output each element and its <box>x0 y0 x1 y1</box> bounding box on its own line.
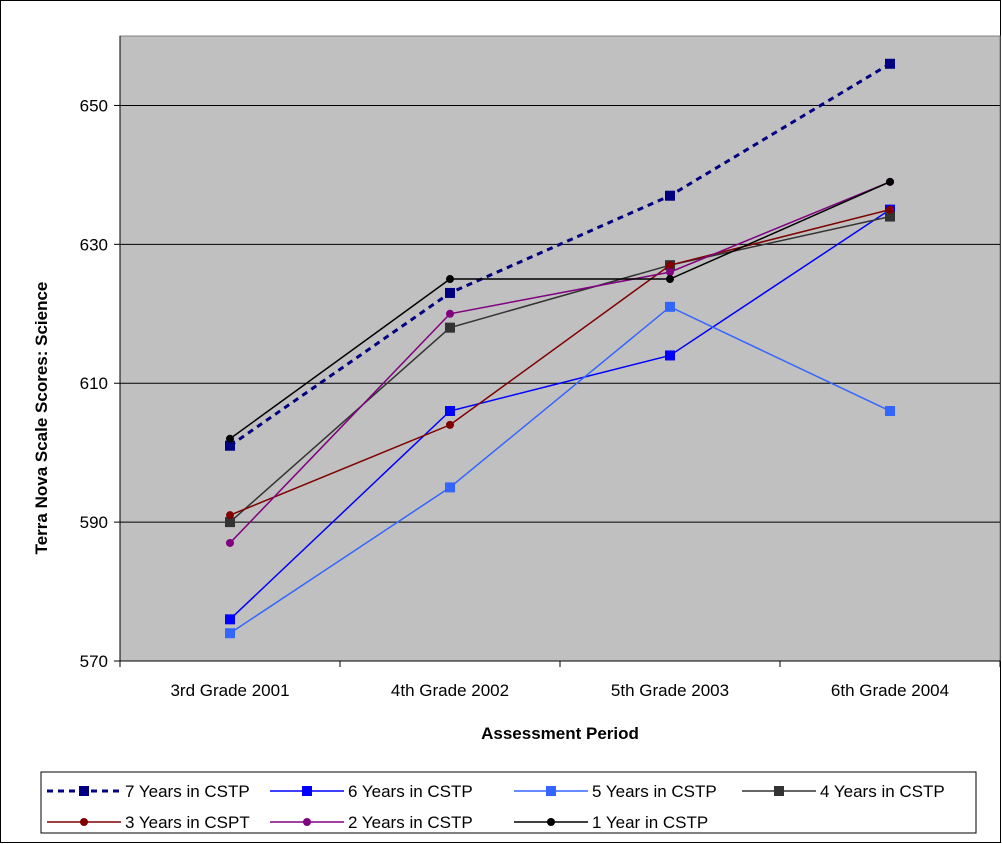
data-point <box>445 482 455 493</box>
series-3 <box>225 301 895 639</box>
legend-marker <box>546 786 556 796</box>
legend-label: 5 Years in CSTP <box>592 782 717 801</box>
y-tick-label: 570 <box>80 652 108 671</box>
legend-marker <box>79 786 89 796</box>
legend-item: 6 Years in CSTP <box>270 782 473 801</box>
data-point <box>886 205 894 214</box>
legend-item: 5 Years in CSTP <box>514 782 717 801</box>
legend-label: 3 Years in CSPT <box>125 813 250 832</box>
data-point <box>446 420 454 429</box>
data-point <box>885 406 895 416</box>
x-tick-label: 4th Grade 2002 <box>391 681 509 700</box>
series-line <box>229 215 891 523</box>
legend-item: 7 Years in CSTP <box>47 782 250 801</box>
legend-marker <box>303 818 311 826</box>
legend-label: 2 Years in CSTP <box>348 813 473 832</box>
x-tick-label: 6th Grade 2004 <box>831 681 949 700</box>
legend-marker <box>302 786 312 796</box>
data-point <box>666 275 674 284</box>
axes: 570 590 610 630 650 3rd Grade 2001 4th Grade 2… <box>80 36 1001 700</box>
data-point <box>226 511 234 520</box>
data-point <box>225 628 235 639</box>
legend-box <box>40 771 977 834</box>
series-line <box>229 181 891 440</box>
data-point <box>886 177 894 186</box>
legend-item: 2 Years in CSTP <box>270 813 473 832</box>
x-tick-label: 3rd Grade 2001 <box>170 681 289 700</box>
data-point <box>446 309 454 318</box>
x-axis-title: Assessment Period <box>481 724 639 743</box>
plot-area <box>119 35 1001 662</box>
x-tick-label: 5th Grade 2003 <box>611 681 729 700</box>
y-tick-label: 630 <box>80 235 108 254</box>
legend-label: 4 Years in CSTP <box>820 782 945 801</box>
y-axis-title: Terra Nova Scale Scores: Science <box>32 282 51 555</box>
y-tick-label: 610 <box>80 374 108 393</box>
series-1 <box>225 58 895 451</box>
legend-marker <box>547 818 555 826</box>
data-point <box>445 287 455 298</box>
legend-marker <box>774 786 784 796</box>
data-point <box>225 614 235 625</box>
legend-item: 1 Year in CSTP <box>514 813 708 832</box>
data-point <box>885 211 895 222</box>
legend-marker <box>80 818 88 826</box>
data-point <box>445 406 455 416</box>
data-point <box>665 190 675 201</box>
data-point <box>445 322 455 333</box>
data-point <box>666 261 674 270</box>
series-5 <box>226 205 894 520</box>
series-layer <box>225 58 895 639</box>
data-point <box>665 350 675 361</box>
legend-item: 3 Years in CSPT <box>47 813 250 832</box>
data-point <box>225 517 235 528</box>
legend-label: 6 Years in CSTP <box>348 782 473 801</box>
series-line <box>229 208 891 516</box>
legend-item: 4 Years in CSTP <box>742 782 945 801</box>
legend-label: 1 Year in CSTP <box>592 813 708 832</box>
data-point <box>885 58 895 69</box>
data-point <box>446 275 454 284</box>
data-point <box>666 268 674 277</box>
y-tick-label: 590 <box>80 513 108 532</box>
series-line <box>229 208 891 620</box>
series-line <box>229 305 891 634</box>
legend-label: 7 Years in CSTP <box>125 782 250 801</box>
series-7 <box>226 177 894 443</box>
series-line <box>229 181 891 544</box>
legend: 7 Years in CSTP 6 Years in CSTP 5 Years in… <box>40 771 977 834</box>
data-point <box>226 538 234 547</box>
series-line <box>229 62 891 447</box>
data-point <box>225 440 235 451</box>
data-point <box>226 434 234 443</box>
data-point <box>665 301 675 312</box>
y-tick-label: 650 <box>80 96 108 115</box>
